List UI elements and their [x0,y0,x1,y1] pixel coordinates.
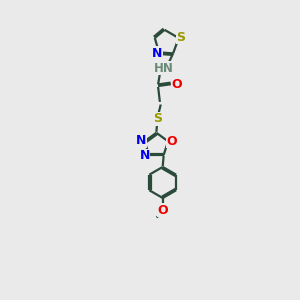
Text: O: O [167,135,177,148]
Text: N: N [140,149,150,163]
Text: N: N [152,47,163,60]
Text: O: O [158,204,168,217]
Text: HN: HN [154,62,173,75]
Text: N: N [136,134,146,147]
Text: O: O [171,78,182,91]
Text: S: S [153,112,162,125]
Text: S: S [176,31,185,44]
